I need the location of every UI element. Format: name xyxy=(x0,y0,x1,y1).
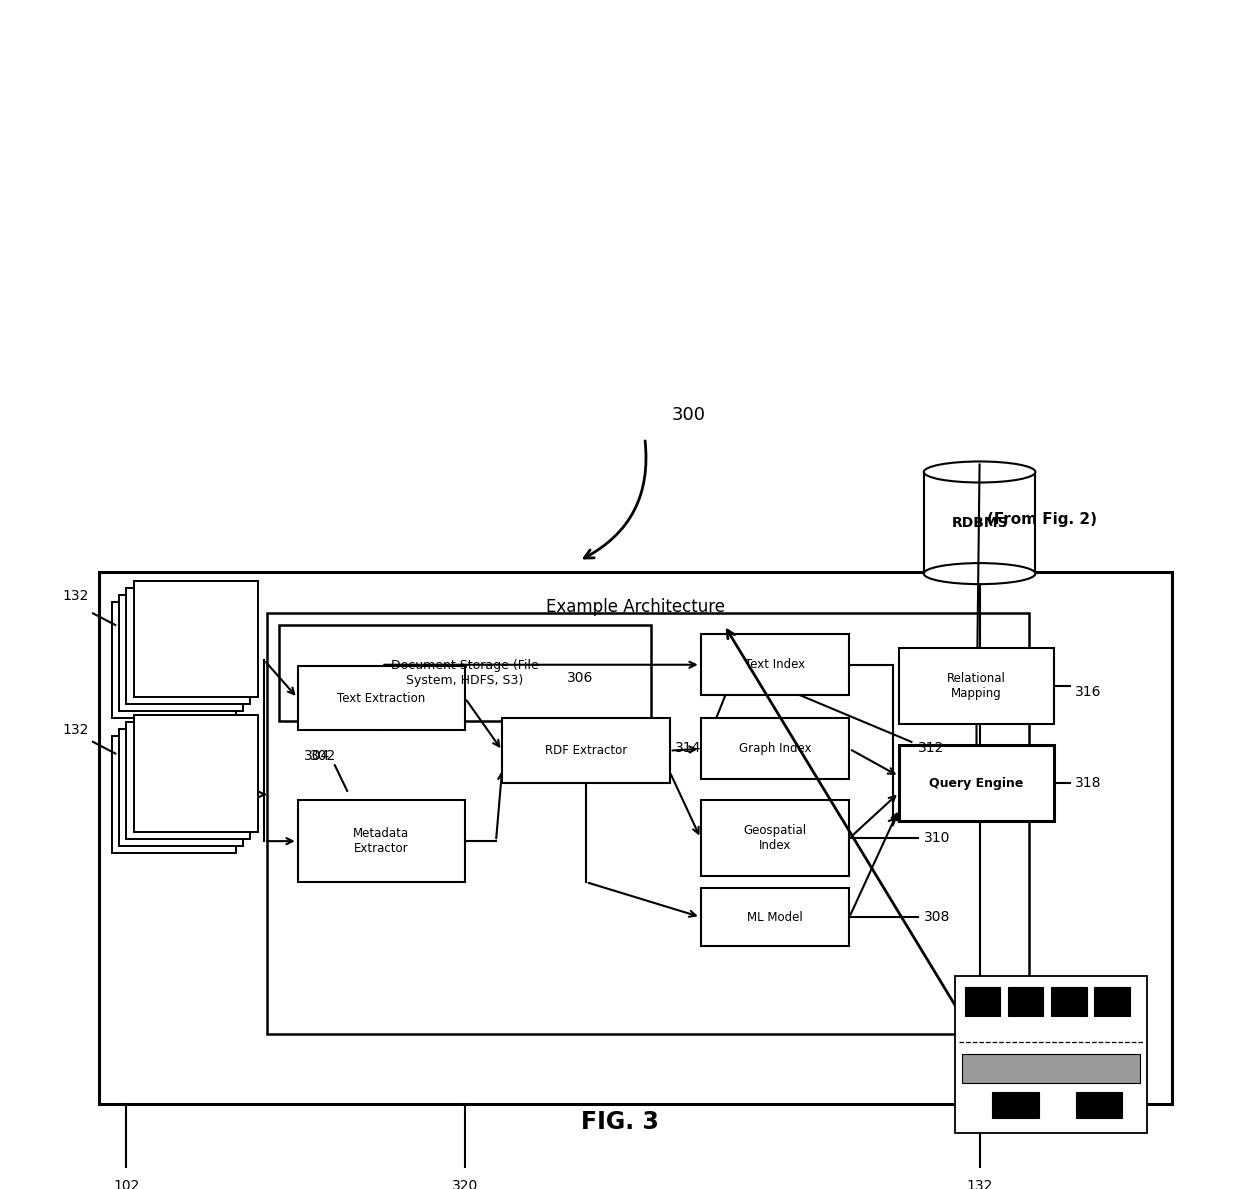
Bar xyxy=(965,987,1001,1017)
Text: Graph
Data: Graph Data xyxy=(162,780,202,809)
Text: 306: 306 xyxy=(567,671,593,685)
Bar xyxy=(298,666,465,730)
Text: (From Fig. 2): (From Fig. 2) xyxy=(987,512,1096,528)
Text: Query Engine: Query Engine xyxy=(929,776,1024,789)
Text: 310: 310 xyxy=(924,831,950,845)
Text: 316: 316 xyxy=(1075,685,1101,699)
Bar xyxy=(267,614,1029,1034)
Bar xyxy=(1052,987,1086,1017)
Bar xyxy=(955,975,1147,1133)
Bar xyxy=(1008,987,1044,1017)
Bar xyxy=(992,1093,1039,1118)
Bar xyxy=(134,715,258,832)
Bar xyxy=(298,800,465,882)
Text: RDBMS: RDBMS xyxy=(951,516,1008,530)
Bar xyxy=(701,718,849,779)
Bar xyxy=(126,722,250,838)
Text: 300: 300 xyxy=(671,405,706,423)
Bar xyxy=(701,635,849,696)
Text: 320: 320 xyxy=(451,1178,479,1189)
Ellipse shape xyxy=(924,461,1035,483)
Bar xyxy=(899,746,1054,822)
Text: 102: 102 xyxy=(113,1178,140,1189)
Text: 132: 132 xyxy=(966,1178,993,1189)
Text: 308: 308 xyxy=(924,910,950,924)
Text: Graph Index: Graph Index xyxy=(739,742,811,755)
Text: Document Storage (File
System, HDFS, S3): Document Storage (File System, HDFS, S3) xyxy=(391,659,539,687)
Bar xyxy=(112,736,236,853)
Bar xyxy=(279,625,651,721)
Text: 314: 314 xyxy=(675,741,702,755)
Text: FIG. 3: FIG. 3 xyxy=(582,1109,658,1133)
Text: 312: 312 xyxy=(918,741,944,755)
Text: ML Model: ML Model xyxy=(748,911,802,924)
Text: 302: 302 xyxy=(310,749,336,763)
Bar xyxy=(899,648,1054,724)
Bar xyxy=(112,602,236,718)
Bar xyxy=(701,888,849,946)
Bar xyxy=(119,729,243,845)
Text: Relational
Mapping: Relational Mapping xyxy=(947,672,1006,700)
Text: 304: 304 xyxy=(304,749,330,763)
Text: Metadata
Extractor: Metadata Extractor xyxy=(353,828,409,855)
Bar xyxy=(1094,987,1130,1017)
Bar xyxy=(99,572,1172,1105)
Text: Text Extraction: Text Extraction xyxy=(337,692,425,705)
Text: 132: 132 xyxy=(63,589,89,603)
Text: Text Index: Text Index xyxy=(745,659,805,672)
Text: 318: 318 xyxy=(1075,776,1101,791)
Text: 132: 132 xyxy=(63,723,89,737)
Ellipse shape xyxy=(924,564,1035,584)
Bar xyxy=(701,800,849,876)
Bar xyxy=(119,594,243,711)
Bar xyxy=(924,472,1035,573)
Text: Example Architecture: Example Architecture xyxy=(546,598,725,617)
Bar xyxy=(134,580,258,698)
Text: Unstructured
Data: Unstructured Data xyxy=(139,646,226,674)
Bar xyxy=(126,587,250,704)
Bar xyxy=(962,1055,1140,1083)
Text: RDF Extractor: RDF Extractor xyxy=(544,744,627,757)
Bar xyxy=(1076,1093,1122,1118)
Text: Geospatial
Index: Geospatial Index xyxy=(744,824,806,853)
Bar xyxy=(502,718,670,782)
